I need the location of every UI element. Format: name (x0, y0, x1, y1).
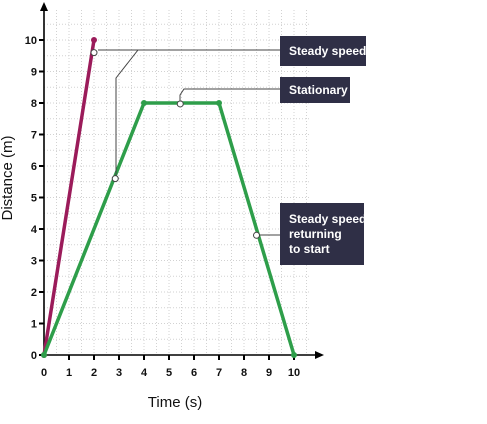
data-point (291, 352, 297, 358)
callout-box (280, 77, 350, 103)
y-tick-label: 7 (31, 130, 37, 142)
callout-text: Steady speed (289, 44, 366, 58)
x-tick-label: 9 (266, 367, 272, 379)
y-tick-label: 1 (31, 319, 37, 331)
data-point (91, 37, 97, 43)
callout-text: Stationary (289, 83, 348, 97)
callout-text: to start (289, 242, 330, 256)
x-tick-label: 7 (216, 367, 222, 379)
y-tick-label: 4 (31, 224, 38, 236)
y-tick-label: 2 (31, 287, 37, 299)
callout-target-marker (253, 231, 260, 239)
data-point (41, 352, 47, 358)
y-tick-label: 3 (31, 256, 37, 268)
callout-target-marker (111, 175, 119, 183)
axes (40, 2, 324, 359)
callout-target-marker (176, 100, 184, 108)
callout-leader-line (115, 49, 280, 178)
grid (44, 10, 310, 355)
y-tick-label: 0 (31, 350, 37, 362)
data-point (141, 100, 147, 106)
x-tick-label: 8 (241, 367, 247, 379)
x-axis-arrow (315, 351, 324, 359)
y-tick-label: 9 (31, 67, 37, 79)
y-tick-label: 8 (31, 98, 37, 110)
x-tick-label: 4 (141, 367, 148, 379)
series-line-1 (42, 38, 96, 357)
y-tick-label: 5 (31, 193, 37, 205)
x-axis-title: Time (s) (148, 394, 202, 411)
y-axis-arrow (40, 2, 48, 11)
callout-target-marker (90, 49, 98, 57)
x-tick-label: 1 (66, 367, 72, 379)
x-tick-label: 3 (116, 367, 122, 379)
callout-text: Steady speed (289, 212, 366, 226)
callout-box (280, 36, 366, 66)
y-tick-label: 10 (25, 35, 37, 47)
x-tick-label: 5 (166, 367, 172, 379)
data-point (216, 100, 222, 106)
x-tick-label: 0 (41, 367, 47, 379)
x-tick-label: 2 (91, 367, 97, 379)
y-tick-label: 6 (31, 161, 37, 173)
y-axis-title: Distance (m) (0, 135, 16, 220)
x-tick-label: 10 (288, 367, 300, 379)
tick-labels: 0 1 2 3 4 5 6 7 8 9 10 0 1 2 3 4 5 6 7 8 9 10 (25, 35, 300, 379)
x-tick-label: 6 (191, 367, 197, 379)
callout-leader-line (179, 88, 280, 104)
callout-text: returning (289, 227, 342, 241)
callout-box (280, 203, 364, 265)
